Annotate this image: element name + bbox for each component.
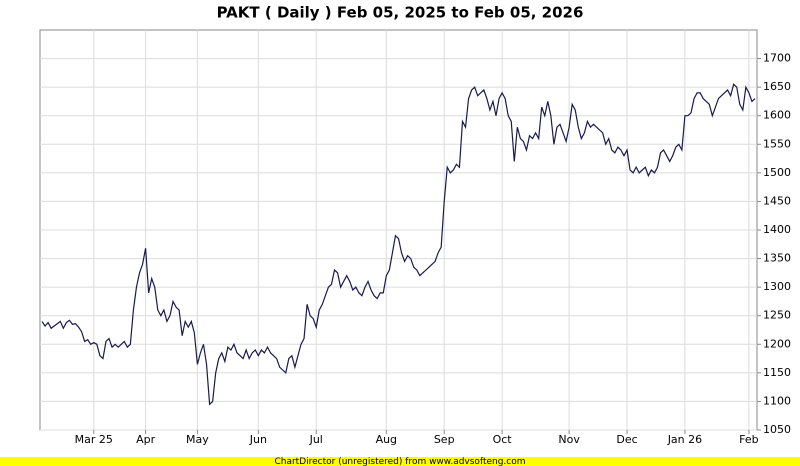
x-tick-label: Jan 26 (667, 433, 702, 446)
x-tick-label: Sep (434, 433, 455, 446)
x-tick-label: Feb (739, 433, 758, 446)
y-tick-label: 1500 (763, 166, 791, 179)
x-tick-label: Oct (493, 433, 513, 446)
y-tick-label: 1550 (763, 137, 791, 150)
y-tick-label: 1650 (763, 80, 791, 93)
footer-text: ChartDirector (unregistered) from www.ad… (274, 457, 525, 466)
x-tick-label: Dec (616, 433, 637, 446)
x-tick-label: Mar 25 (75, 433, 113, 446)
y-tick-label: 1250 (763, 309, 791, 322)
y-tick-label: 1150 (763, 366, 791, 379)
y-tick-label: 1100 (763, 394, 791, 407)
x-tick-label: May (186, 433, 209, 446)
x-tick-label: Jul (309, 433, 323, 446)
x-tick-label: Nov (558, 433, 580, 446)
price-line (41, 83, 756, 406)
x-tick-label: Apr (136, 433, 156, 446)
y-tick-label: 1350 (763, 252, 791, 265)
x-tick-label: Jun (249, 433, 267, 446)
chart-title: PAKT ( Daily ) Feb 05, 2025 to Feb 05, 2… (217, 4, 584, 22)
y-tick-label: 1700 (763, 52, 791, 65)
y-tick-label: 1450 (763, 194, 791, 207)
x-tick-label: Aug (376, 433, 397, 446)
y-tick-label: 1200 (763, 337, 791, 350)
y-tick-label: 1600 (763, 109, 791, 122)
y-tick-label: 1400 (763, 223, 791, 236)
y-tick-label: 1300 (763, 280, 791, 293)
footer-bar (0, 457, 800, 466)
y-tick-label: 1050 (763, 423, 791, 436)
